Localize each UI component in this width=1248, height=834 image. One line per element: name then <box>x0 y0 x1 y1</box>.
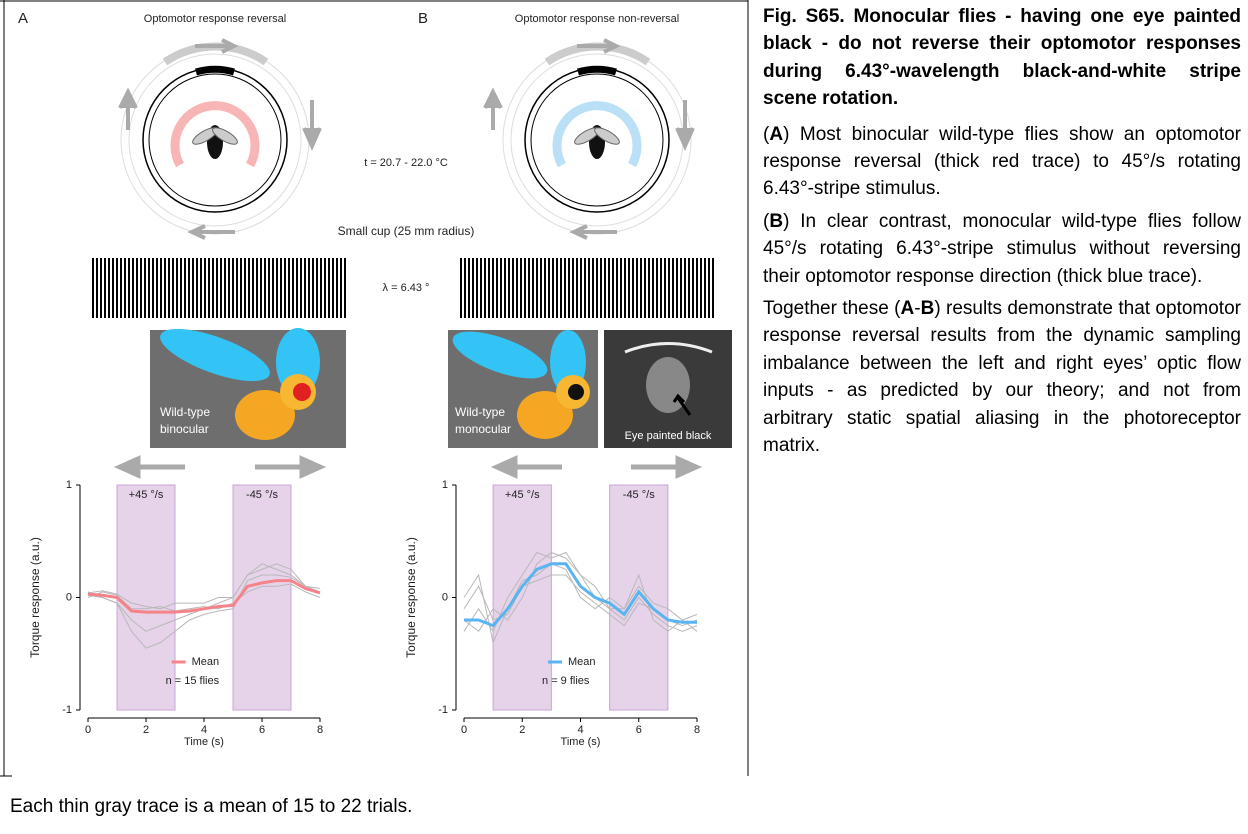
caption-text: Together these ( <box>763 298 901 320</box>
x-tick-label: 0 <box>85 724 91 736</box>
trial-trace <box>87 563 321 610</box>
panel-letter: B <box>418 10 428 27</box>
legend-count: n = 9 flies <box>542 675 590 687</box>
stimulus-label: +45 °/s <box>505 489 540 501</box>
stripe-stimulus <box>90 258 346 318</box>
caption-text: A <box>769 123 784 145</box>
panel-title: Optomotor response non-reversal <box>515 13 679 25</box>
caption-text: A <box>900 298 915 320</box>
y-tick-label: 1 <box>442 479 448 491</box>
y-tick-label: -1 <box>62 704 72 716</box>
stimulus-label: -45 °/s <box>246 489 278 501</box>
x-tick-label: 8 <box>694 724 700 736</box>
x-axis-label: Time (s) <box>561 736 601 748</box>
arena-b <box>483 38 695 240</box>
illustration-label: monocular <box>455 422 511 436</box>
fly-illustration-b <box>448 330 732 448</box>
x-tick-label: 0 <box>461 724 467 736</box>
y-tick-label: 0 <box>442 591 448 603</box>
x-tick-label: 4 <box>201 724 207 736</box>
footnote: Each thin gray trace is a mean of 15 to … <box>10 796 413 817</box>
y-tick-label: 1 <box>66 479 72 491</box>
illustration-label: binocular <box>160 422 209 436</box>
caption-paragraph: Together these (A-B) results demonstrate… <box>763 295 1241 459</box>
caption-text: B <box>920 298 935 320</box>
direction-arrows <box>113 455 703 479</box>
caption-text: ( <box>763 123 770 145</box>
stripe-stimulus <box>460 258 716 318</box>
stimulus-label: +45 °/s <box>129 489 164 501</box>
photo-label: Eye painted black <box>625 430 712 442</box>
x-tick-label: 4 <box>577 724 583 736</box>
stimulus-label: -45 °/s <box>623 489 655 501</box>
x-axis-label: Time (s) <box>184 736 224 748</box>
caption-text: ) results demonstrate that optomotor res… <box>763 298 1241 457</box>
mean-trace <box>464 562 697 628</box>
figure: A Optomotor response reversal B Optomoto… <box>0 0 749 777</box>
y-axis-label: Torque response (a.u.) <box>404 537 418 658</box>
y-axis-label: Torque response (a.u.) <box>28 537 42 658</box>
legend-count: n = 15 flies <box>166 675 220 687</box>
x-tick-label: 2 <box>519 724 525 736</box>
caption: Fig. S65. Monocular flies - having one e… <box>763 3 1241 465</box>
caption-text: ) In clear contrast, monocular wild-type… <box>763 210 1241 287</box>
x-tick-label: 8 <box>317 724 323 736</box>
stimulus-band <box>232 484 292 711</box>
temperature: t = 20.7 - 22.0 °C <box>364 157 448 169</box>
trial-trace <box>87 583 321 612</box>
y-tick-label: -1 <box>438 704 448 716</box>
caption-text: ) Most binocular wild-type flies show an… <box>763 123 1241 200</box>
mean-trace <box>87 579 321 614</box>
panel-letter: A <box>18 10 28 27</box>
trial-trace <box>463 563 698 645</box>
panel-title: Optomotor response reversal <box>144 13 286 25</box>
trial-trace <box>87 574 321 649</box>
legend-label: Mean <box>192 656 220 668</box>
caption-paragraph: (B) In clear contrast, monocular wild-ty… <box>763 208 1241 290</box>
legend-label: Mean <box>568 656 596 668</box>
arena-a <box>118 38 322 240</box>
x-tick-label: 6 <box>259 724 265 736</box>
cup-label: Small cup (25 mm radius) <box>338 224 475 238</box>
caption-text: - <box>914 298 921 320</box>
x-tick-label: 2 <box>143 724 149 736</box>
y-tick-label: 0 <box>66 591 72 603</box>
caption-title: Fig. S65. Monocular flies - having one e… <box>763 6 1241 110</box>
illustration-label: Wild-type <box>160 405 210 419</box>
caption-paragraph: (A) Most binocular wild-type flies show … <box>763 121 1241 203</box>
wavelength: λ = 6.43 ° <box>383 282 430 294</box>
caption-text: ( <box>763 210 770 232</box>
fly-illustration-a <box>150 328 346 448</box>
stimulus-band <box>116 484 176 711</box>
x-tick-label: 6 <box>636 724 642 736</box>
caption-text: B <box>769 210 784 232</box>
illustration-label: Wild-type <box>455 405 505 419</box>
